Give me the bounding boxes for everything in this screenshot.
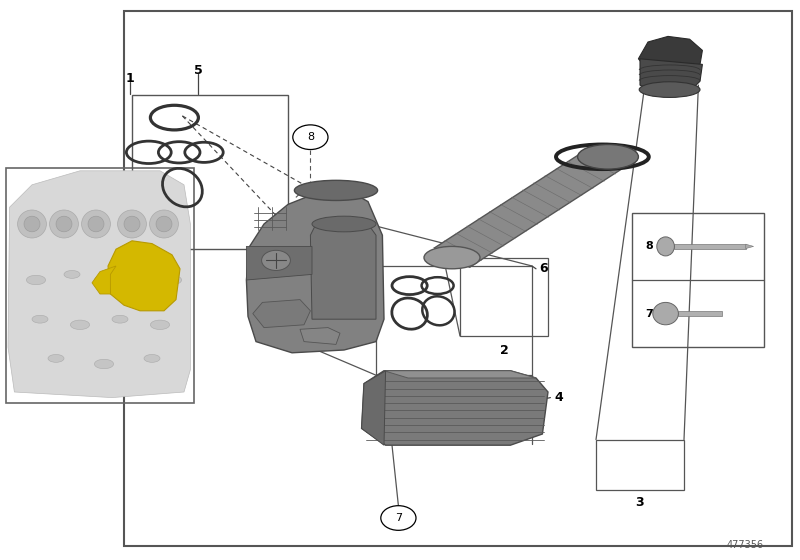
Circle shape bbox=[293, 125, 328, 150]
Bar bbox=[632, 213, 764, 347]
Ellipse shape bbox=[48, 354, 64, 362]
Polygon shape bbox=[92, 266, 116, 294]
Bar bbox=[124, 11, 792, 546]
Polygon shape bbox=[8, 171, 190, 398]
Ellipse shape bbox=[82, 210, 110, 238]
Circle shape bbox=[381, 506, 416, 530]
Bar bbox=[6, 168, 194, 403]
Bar bbox=[376, 266, 532, 375]
Text: 4: 4 bbox=[554, 391, 562, 404]
Text: 5: 5 bbox=[194, 63, 202, 77]
Bar bbox=[678, 311, 722, 316]
Ellipse shape bbox=[26, 276, 46, 284]
Ellipse shape bbox=[88, 216, 104, 232]
Ellipse shape bbox=[294, 180, 378, 200]
Ellipse shape bbox=[156, 216, 172, 232]
Ellipse shape bbox=[112, 315, 128, 323]
Polygon shape bbox=[384, 371, 536, 378]
Ellipse shape bbox=[132, 270, 148, 278]
Circle shape bbox=[262, 250, 290, 270]
Ellipse shape bbox=[639, 82, 700, 97]
Polygon shape bbox=[640, 59, 702, 91]
Text: 1: 1 bbox=[126, 72, 134, 85]
Ellipse shape bbox=[118, 210, 146, 238]
Ellipse shape bbox=[162, 276, 182, 284]
Ellipse shape bbox=[32, 315, 48, 323]
Ellipse shape bbox=[64, 270, 80, 278]
Polygon shape bbox=[108, 241, 180, 311]
Ellipse shape bbox=[657, 237, 674, 256]
Text: 3: 3 bbox=[636, 496, 644, 509]
Ellipse shape bbox=[56, 216, 72, 232]
Polygon shape bbox=[362, 371, 386, 445]
Polygon shape bbox=[434, 147, 626, 267]
Ellipse shape bbox=[150, 320, 170, 329]
Ellipse shape bbox=[124, 216, 140, 232]
Text: 8: 8 bbox=[646, 241, 654, 251]
Ellipse shape bbox=[50, 210, 78, 238]
Polygon shape bbox=[300, 328, 340, 344]
Polygon shape bbox=[310, 224, 376, 319]
Ellipse shape bbox=[312, 216, 376, 232]
Polygon shape bbox=[746, 244, 754, 249]
Polygon shape bbox=[638, 36, 702, 74]
Bar bbox=[460, 258, 548, 336]
Ellipse shape bbox=[150, 210, 178, 238]
Ellipse shape bbox=[424, 246, 480, 269]
Ellipse shape bbox=[653, 302, 678, 325]
Bar bbox=[132, 95, 288, 249]
Polygon shape bbox=[246, 246, 312, 280]
Polygon shape bbox=[362, 371, 548, 445]
Polygon shape bbox=[253, 300, 310, 328]
Text: 6: 6 bbox=[540, 262, 548, 276]
Ellipse shape bbox=[94, 276, 114, 284]
Text: 8: 8 bbox=[307, 132, 314, 142]
Ellipse shape bbox=[70, 320, 90, 329]
Ellipse shape bbox=[94, 360, 114, 368]
Text: 7: 7 bbox=[646, 309, 654, 319]
Bar bbox=[596, 440, 684, 490]
Ellipse shape bbox=[18, 210, 46, 238]
Ellipse shape bbox=[578, 144, 638, 169]
Text: 477356: 477356 bbox=[727, 540, 764, 550]
Text: 2: 2 bbox=[500, 343, 508, 357]
Ellipse shape bbox=[144, 354, 160, 362]
Bar bbox=[674, 244, 746, 249]
Polygon shape bbox=[246, 190, 384, 353]
Text: 7: 7 bbox=[395, 513, 402, 523]
Ellipse shape bbox=[24, 216, 40, 232]
